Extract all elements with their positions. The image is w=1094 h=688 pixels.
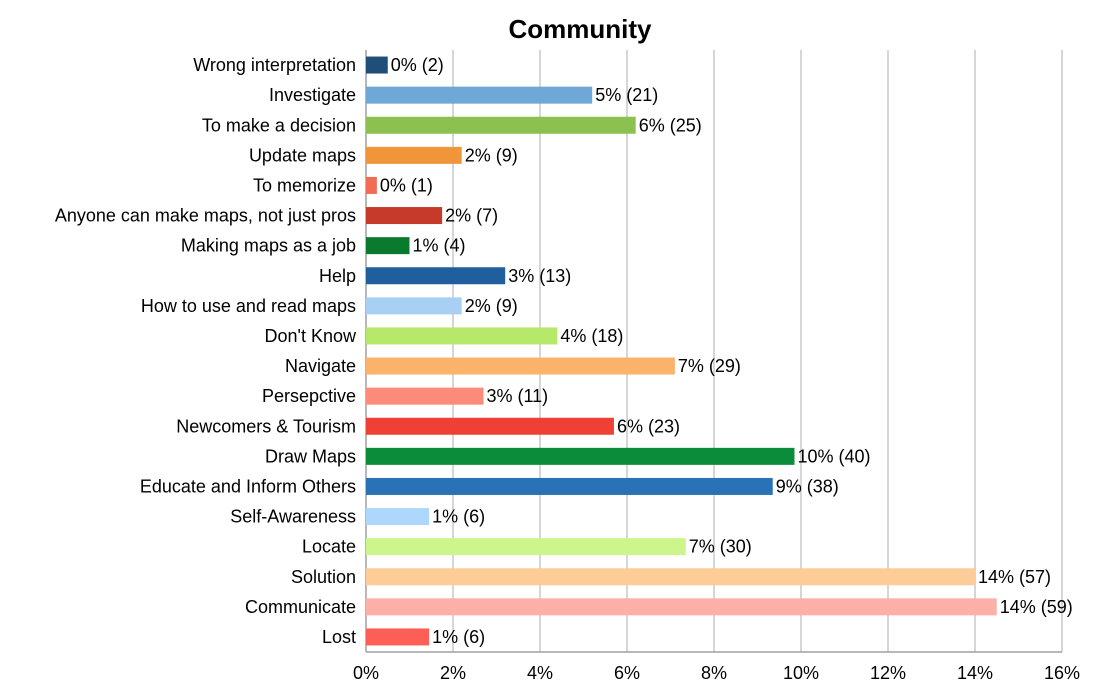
data-label: 9% (38) — [776, 476, 839, 496]
x-tick-label: 14% — [957, 663, 993, 683]
category-label: Anyone can make maps, not just pros — [55, 206, 356, 226]
category-label: Educate and Inform Others — [140, 476, 356, 496]
bar — [366, 207, 443, 225]
category-label: Newcomers & Tourism — [176, 416, 356, 436]
data-label: 6% (25) — [639, 115, 702, 135]
bar — [366, 417, 614, 435]
bar — [366, 508, 430, 526]
category-label: Investigate — [269, 85, 356, 105]
bar — [366, 267, 506, 285]
data-labels: 0% (2) 5% (21) 6% (25) 2% (9) 0% (1) 2% (7) 1%… — [380, 55, 1073, 647]
bar — [366, 387, 484, 405]
category-label: Communicate — [245, 597, 356, 617]
data-label: 10% (40) — [797, 446, 870, 466]
data-label: 2% (9) — [465, 296, 518, 316]
x-tick-label: 16% — [1044, 663, 1080, 683]
chart-title: Community — [509, 14, 653, 44]
data-label: 14% (59) — [1000, 597, 1073, 617]
data-label: 0% (2) — [391, 55, 444, 75]
data-label: 1% (4) — [413, 236, 466, 256]
bar — [366, 327, 558, 345]
data-label: 3% (11) — [486, 386, 548, 406]
x-tick-label: 10% — [783, 663, 819, 683]
category-label: Locate — [302, 537, 356, 557]
category-label: Draw Maps — [265, 446, 356, 466]
x-tick-label: 2% — [440, 663, 466, 683]
data-label: 2% (7) — [445, 206, 498, 226]
data-label: 1% (6) — [432, 627, 485, 647]
data-label: 7% (29) — [678, 356, 741, 376]
bar — [366, 56, 388, 74]
data-label: 1% (6) — [432, 507, 485, 527]
gridlines — [365, 50, 1063, 653]
bar — [366, 538, 686, 556]
category-label: Navigate — [285, 356, 356, 376]
category-label: Lost — [322, 627, 356, 647]
category-label: Don't Know — [265, 326, 357, 346]
category-label: Wrong interpretation — [193, 55, 356, 75]
category-label: Help — [319, 266, 356, 286]
data-label: 4% (18) — [560, 326, 623, 346]
bar — [366, 568, 975, 586]
data-label: 5% (21) — [595, 85, 658, 105]
x-axis-ticks: 0% 2% 4% 6% 8% 10% 12% 14% 16% — [353, 663, 1080, 683]
x-tick-label: 8% — [701, 663, 727, 683]
bar — [366, 598, 997, 616]
x-tick-label: 12% — [870, 663, 906, 683]
data-label: 7% (30) — [689, 537, 752, 557]
bar — [366, 86, 593, 104]
bars — [366, 56, 997, 646]
data-label: 2% (9) — [465, 145, 518, 165]
bar — [366, 237, 410, 255]
data-label: 14% (57) — [978, 567, 1051, 587]
bar — [366, 176, 377, 194]
x-tick-label: 0% — [353, 663, 379, 683]
bar — [366, 477, 773, 495]
category-labels: Wrong interpretation Investigate To make a… — [55, 55, 357, 647]
category-label: Self-Awareness — [230, 507, 356, 527]
category-label: Update maps — [249, 145, 356, 165]
x-tick-label: 6% — [614, 663, 640, 683]
data-label: 0% (1) — [380, 175, 433, 195]
category-label: Making maps as a job — [181, 236, 356, 256]
bar — [366, 146, 462, 164]
data-label: 3% (13) — [508, 266, 571, 286]
data-label: 6% (23) — [617, 416, 680, 436]
category-label: To memorize — [253, 175, 356, 195]
x-tick-label: 4% — [527, 663, 553, 683]
bar — [366, 297, 462, 315]
category-label: Persepctive — [262, 386, 356, 406]
bar — [366, 447, 795, 465]
bar — [366, 628, 430, 646]
bar — [366, 357, 675, 375]
bar — [366, 116, 636, 134]
category-label: How to use and read maps — [141, 296, 356, 316]
category-label: Solution — [291, 567, 356, 587]
category-label: To make a decision — [202, 115, 356, 135]
